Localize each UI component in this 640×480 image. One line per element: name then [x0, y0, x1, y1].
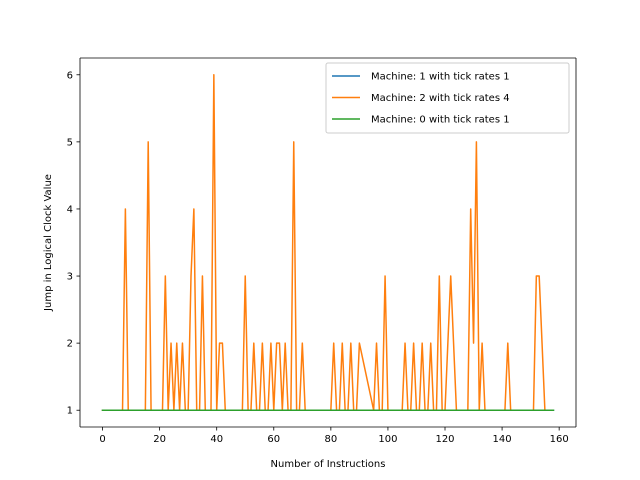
y-axis-ticks: 1 2 3 4 5 6	[67, 70, 80, 417]
legend-box	[325, 62, 570, 134]
x-axis-label: Number of Instructions	[271, 459, 386, 470]
x-tick-label: 0	[99, 434, 105, 445]
x-tick-label: 20	[153, 434, 166, 445]
legend-label-0: Machine: 1 with tick rates 1	[371, 72, 510, 83]
series-layer	[101, 74, 555, 411]
y-axis-label: Jump in Logical Clock Value	[43, 174, 54, 312]
x-tick-label: 160	[550, 434, 569, 445]
x-tick-label: 80	[324, 434, 337, 445]
legend: Machine: 1 with tick rates 1 Machine: 2 w…	[325, 62, 570, 134]
x-tick-label: 100	[378, 434, 397, 445]
y-tick-label: 2	[67, 339, 73, 350]
x-axis-ticks: 0 20 40 60 80 100 120 140 160	[99, 427, 569, 445]
y-tick-label: 5	[67, 137, 73, 148]
x-tick-label: 140	[493, 434, 512, 445]
x-tick-label: 40	[210, 434, 223, 445]
legend-label-1: Machine: 2 with tick rates 4	[371, 93, 510, 104]
y-tick-label: 6	[67, 70, 73, 81]
y-tick-label: 4	[67, 204, 73, 215]
y-tick-label: 1	[67, 406, 73, 417]
legend-label-2: Machine: 0 with tick rates 1	[371, 115, 510, 126]
x-tick-label: 60	[267, 434, 280, 445]
plot-frame	[79, 57, 577, 428]
y-tick-label: 3	[67, 272, 73, 283]
x-tick-label: 120	[435, 434, 454, 445]
